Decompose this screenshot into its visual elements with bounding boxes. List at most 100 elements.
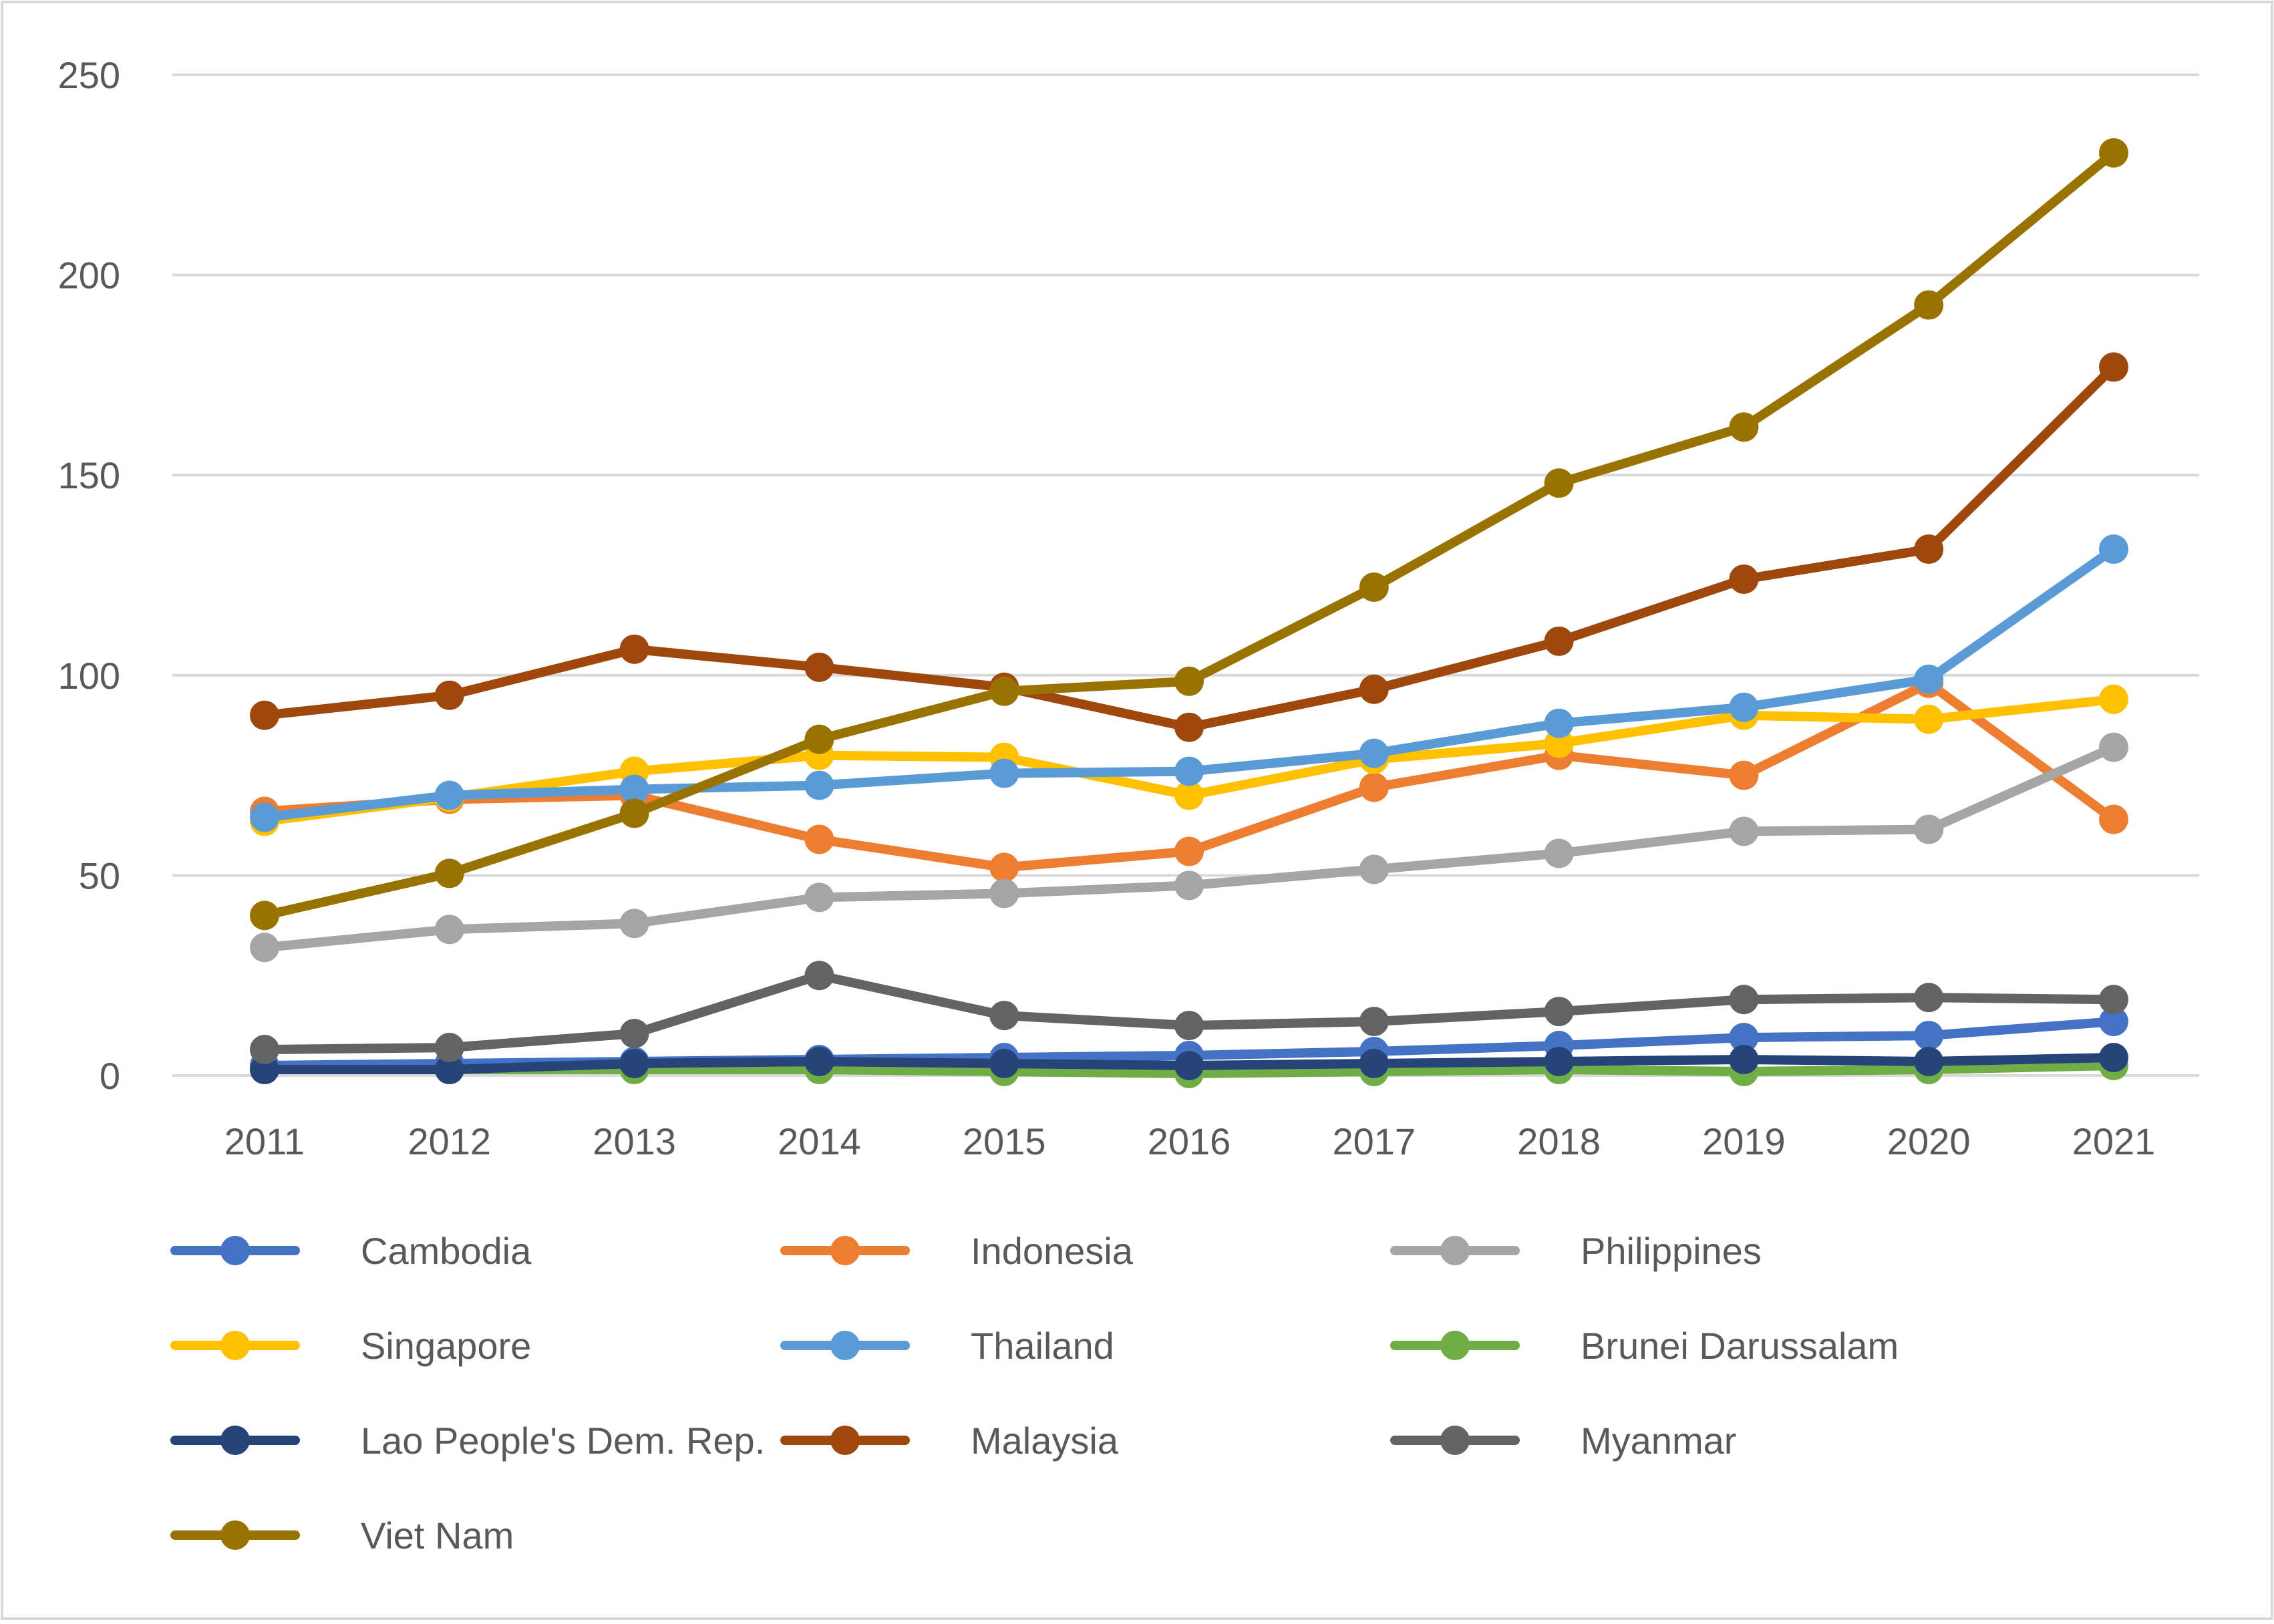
data-point: [1729, 412, 1759, 442]
legend-item: Myanmar: [1390, 1420, 1736, 1462]
legend-swatch-marker: [830, 1426, 860, 1455]
data-point: [1174, 1051, 1204, 1081]
data-point: [250, 1035, 279, 1065]
data-point: [804, 882, 834, 913]
data-point: [619, 1049, 649, 1079]
legend-item: Cambodia: [170, 1230, 532, 1272]
legend-label: Philippines: [1581, 1230, 1762, 1272]
data-point: [1174, 666, 1204, 696]
data-point: [619, 798, 649, 828]
x-tick-label: 2018: [1517, 1120, 1601, 1162]
x-tick-label: 2020: [1887, 1120, 1971, 1162]
data-point: [250, 700, 279, 730]
y-axis-tick-labels: 0 50 100 150 200 250: [58, 54, 120, 1097]
legend-label: Myanmar: [1581, 1420, 1736, 1462]
data-point: [1729, 564, 1759, 594]
y-tick-label: 100: [58, 655, 120, 697]
data-point: [1729, 1023, 1759, 1053]
data-point: [2099, 352, 2128, 382]
data-point: [1359, 772, 1389, 802]
legend-item: Singapore: [170, 1325, 531, 1367]
legend-label: Indonesia: [971, 1230, 1134, 1272]
legend-item: Malaysia: [780, 1420, 1119, 1462]
data-point: [2099, 985, 2128, 1015]
legend-label: Lao People's Dem. Rep.: [361, 1420, 765, 1462]
data-point: [1914, 290, 1944, 320]
data-point: [619, 1019, 649, 1049]
legend-swatch-marker: [220, 1236, 250, 1265]
x-tick-label: 2017: [1333, 1120, 1416, 1162]
y-tick-label: 50: [79, 854, 120, 897]
legend-label: Brunei Darussalam: [1581, 1325, 1899, 1367]
data-point: [1359, 1007, 1389, 1037]
legend-swatch-marker: [1440, 1426, 1470, 1455]
x-tick-label: 2015: [963, 1120, 1046, 1162]
x-tick-label: 2013: [593, 1120, 676, 1162]
data-point: [434, 1055, 464, 1085]
data-point: [619, 909, 649, 939]
legend-label: Thailand: [971, 1325, 1114, 1367]
data-point: [1544, 838, 1574, 868]
legend-label: Singapore: [361, 1325, 531, 1367]
data-point: [1729, 1045, 1759, 1075]
gridlines: [172, 73, 2199, 1077]
legend-swatch-marker: [1440, 1331, 1470, 1360]
data-point: [1174, 712, 1204, 742]
data-point: [434, 680, 464, 710]
data-point: [804, 770, 834, 800]
data-point: [434, 1033, 464, 1063]
data-point: [434, 780, 464, 810]
data-point: [2099, 534, 2128, 564]
data-point: [1729, 760, 1759, 790]
data-point: [1544, 1047, 1574, 1077]
y-tick-label: 150: [58, 454, 120, 496]
data-point: [989, 852, 1019, 882]
data-point: [989, 1049, 1019, 1079]
legend-swatch-marker: [220, 1520, 250, 1550]
data-point: [1729, 985, 1759, 1015]
data-point: [1544, 626, 1574, 656]
legend-swatch-marker: [830, 1331, 860, 1360]
x-tick-label: 2021: [2072, 1120, 2156, 1162]
data-point: [2099, 138, 2128, 168]
data-point: [1914, 534, 1944, 564]
legend-swatch-marker: [220, 1331, 250, 1360]
data-point: [2099, 732, 2128, 762]
x-tick-label: 2011: [224, 1120, 305, 1162]
legend-item: Lao People's Dem. Rep.: [170, 1420, 765, 1462]
data-point: [2099, 1043, 2128, 1073]
data-point: [1914, 1047, 1944, 1077]
data-point: [619, 774, 649, 804]
data-point: [2099, 684, 2128, 714]
series-lao-people-s-dem-rep-: [250, 1043, 2128, 1085]
legend-label: Viet Nam: [361, 1514, 514, 1557]
data-point: [1359, 674, 1389, 704]
data-point: [434, 858, 464, 888]
legend-item: Philippines: [1390, 1230, 1762, 1272]
data-point: [989, 1001, 1019, 1031]
data-point: [1914, 983, 1944, 1013]
legend-swatch-marker: [1440, 1236, 1470, 1265]
data-point: [1359, 572, 1389, 602]
data-point: [1544, 708, 1574, 738]
data-point: [1174, 836, 1204, 866]
x-tick-label: 2016: [1148, 1120, 1231, 1162]
x-tick-label: 2012: [408, 1120, 492, 1162]
data-point: [1174, 756, 1204, 786]
series-thailand: [250, 534, 2128, 832]
data-point: [804, 1047, 834, 1077]
data-point: [804, 824, 834, 854]
data-point: [1729, 692, 1759, 722]
legend-swatch-marker: [220, 1426, 250, 1455]
y-tick-label: 250: [58, 54, 120, 96]
data-point: [1174, 780, 1204, 810]
data-point: [1174, 870, 1204, 901]
data-point: [1914, 664, 1944, 694]
legend: Cambodia Indonesia Philippines Singapore Tha…: [170, 1230, 1899, 1557]
legend-item: Viet Nam: [170, 1514, 514, 1557]
data-point: [989, 878, 1019, 909]
data-point: [804, 724, 834, 754]
data-point: [250, 901, 279, 931]
data-point: [1544, 997, 1574, 1027]
